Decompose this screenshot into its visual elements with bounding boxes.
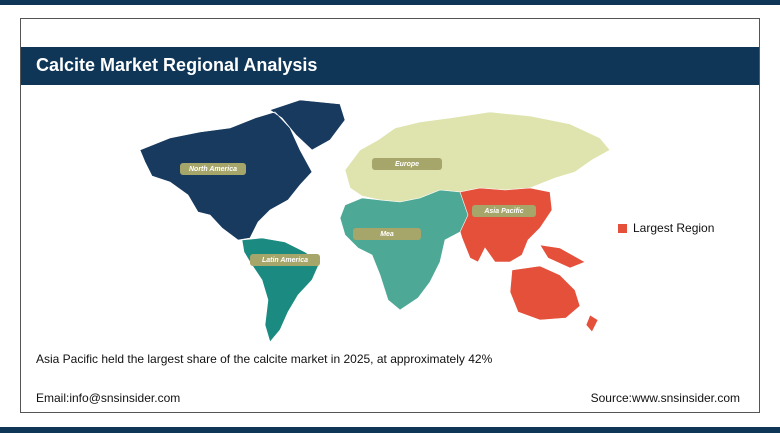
region-callouts: North America Europe Asia Pacific Mea La… <box>180 158 536 266</box>
region-asia-pacific <box>454 187 599 333</box>
region-label: Europe <box>395 161 419 168</box>
region-mea <box>339 189 469 311</box>
source: Source:www.snsinsider.com <box>591 391 740 405</box>
world-map <box>139 99 611 343</box>
footnote: Asia Pacific held the largest share of t… <box>36 352 493 366</box>
region-label: Mea <box>380 231 394 238</box>
callout <box>353 228 421 240</box>
region-label: Asia Pacific <box>483 208 523 215</box>
callout <box>180 163 246 175</box>
legend-swatch <box>618 224 627 233</box>
legend-label: Largest Region <box>633 221 714 235</box>
region-label: North America <box>189 166 237 173</box>
bottom-bar <box>0 427 780 433</box>
callout <box>472 205 536 217</box>
email: Email:info@snsinsider.com <box>36 391 180 405</box>
region-label: Latin America <box>262 257 308 264</box>
title: Calcite Market Regional Analysis <box>36 55 317 75</box>
title-bar <box>21 47 759 85</box>
callout <box>250 254 320 266</box>
callout <box>372 158 442 170</box>
top-bar <box>0 0 780 5</box>
